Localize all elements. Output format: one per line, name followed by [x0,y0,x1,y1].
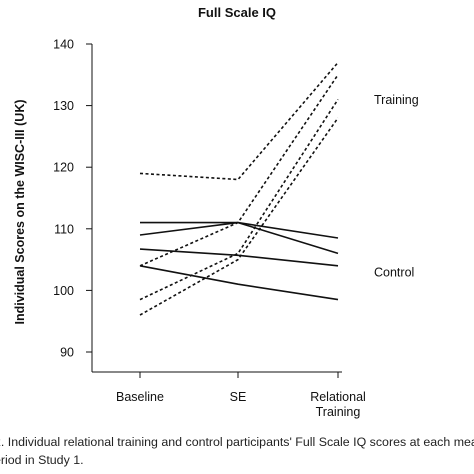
control-series-line [140,221,339,239]
annotation-training: Training [374,93,419,107]
caption-line-2: eriod in Study 1. [0,453,84,467]
series-lines [139,61,339,316]
training-series-line [139,74,339,267]
x-tick-label: Baseline [116,390,164,404]
y-tick-label: 90 [60,346,74,360]
caption-line-1: 2. Individual relational training and co… [0,435,474,449]
x-tick-label: Training [316,405,361,419]
annotation-control: Control [374,265,414,279]
training-series-line [139,98,339,301]
y-tick-label: 130 [53,99,74,113]
training-series-line [139,61,339,181]
y-ticks: 90 100 110 120 130 140 [53,38,92,360]
control-series-line [139,248,339,267]
annotations: Training Control [374,93,419,279]
control-series-line [139,265,339,301]
y-tick-label: 120 [53,161,74,175]
y-tick-label: 100 [53,284,74,298]
y-tick-label: 140 [53,38,74,52]
chart-title: Full Scale IQ [198,5,276,20]
figure-caption: 2. Individual relational training and co… [0,433,474,469]
control-series-line [139,221,339,255]
y-axis-label: Individual Scores on the WISC-III (UK) [13,99,27,324]
x-tick-label: SE [230,390,247,404]
y-tick-label: 110 [54,222,74,236]
training-series-line [139,117,339,316]
x-tick-label: Relational [310,390,366,404]
